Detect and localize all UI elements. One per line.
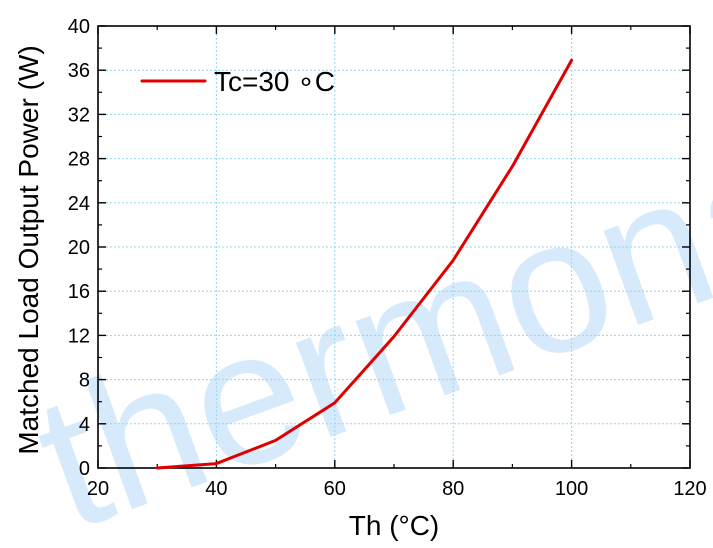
y-tick-label: 32 <box>68 104 90 126</box>
legend-series-label: Tc=30 ∘C <box>214 66 335 97</box>
series-layer <box>155 58 574 470</box>
y-tick-label: 36 <box>68 60 90 82</box>
x-tick-label: 120 <box>673 478 706 500</box>
y-tick-label: 8 <box>79 370 90 392</box>
y-tick-label: 28 <box>68 149 90 171</box>
y-tick-label: 4 <box>79 414 90 436</box>
y-axis-title: Matched Load Output Power (W) <box>13 45 44 454</box>
x-tick-label: 60 <box>324 478 346 500</box>
y-tick-label: 12 <box>68 325 90 347</box>
y-tick-label: 20 <box>68 237 90 259</box>
x-tick-label: 100 <box>555 478 588 500</box>
y-tick-label: 0 <box>79 458 90 480</box>
watermark-text: thermonamic <box>12 0 713 548</box>
watermark-layer: thermonamic <box>12 0 713 548</box>
x-axis-title: Th (°C) <box>349 510 440 541</box>
y-tick-label: 16 <box>68 281 90 303</box>
legend: Tc=30 ∘C <box>140 66 335 97</box>
axes-layer: 20 40 60 80 100 120 0 4 8 12 16 20 24 28 32 36 40 <box>68 16 707 500</box>
x-tick-label: 80 <box>442 478 464 500</box>
y-tick-label: 24 <box>68 193 90 215</box>
power-series-line <box>155 58 574 470</box>
x-tick-label: 40 <box>205 478 227 500</box>
x-tick-label: 20 <box>87 478 109 500</box>
y-tick-label: 40 <box>68 16 90 38</box>
